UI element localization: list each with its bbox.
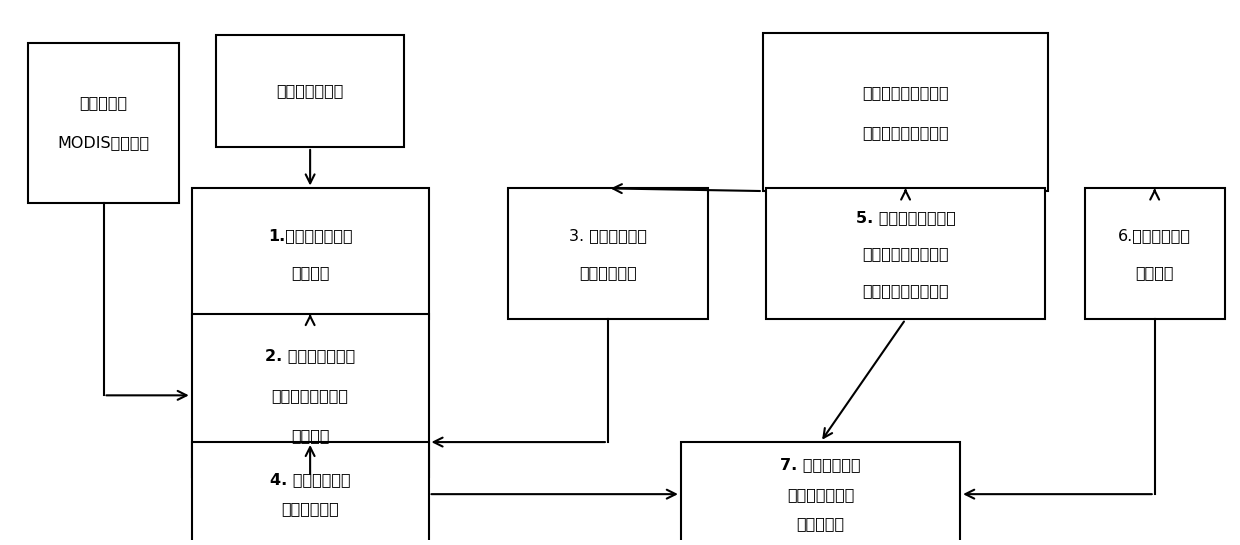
Text: 溶胶参数: 溶胶参数 xyxy=(291,428,330,443)
Text: 5. 二流近似方法求解: 5. 二流近似方法求解 xyxy=(856,210,956,225)
Text: 方法仿真地球背: 方法仿真地球背 xyxy=(787,487,854,501)
Text: 辐射传输方程，得到: 辐射传输方程，得到 xyxy=(862,246,949,261)
FancyBboxPatch shape xyxy=(1085,189,1225,319)
Text: 设置及观测几何关系: 设置及观测几何关系 xyxy=(862,125,949,140)
Text: 各类辐射的辐射矩阵: 各类辐射的辐射矩阵 xyxy=(862,283,949,298)
Text: 仿真场景的物理参数: 仿真场景的物理参数 xyxy=(862,84,949,100)
Text: 地表高程信息: 地表高程信息 xyxy=(579,265,636,280)
Text: 廓线参数: 廓线参数 xyxy=(291,265,330,280)
Text: 6.各像元的光谱: 6.各像元的光谱 xyxy=(1118,228,1192,243)
Text: 两个谱段的: 两个谱段的 xyxy=(79,95,128,111)
FancyBboxPatch shape xyxy=(766,189,1045,319)
FancyBboxPatch shape xyxy=(192,314,429,477)
Text: 中各像素单元的气: 中各像素单元的气 xyxy=(272,388,348,403)
FancyBboxPatch shape xyxy=(763,33,1048,191)
FancyBboxPatch shape xyxy=(507,189,708,319)
FancyBboxPatch shape xyxy=(216,35,404,147)
Text: 2. 查表法反演场景: 2. 查表法反演场景 xyxy=(265,348,355,363)
FancyBboxPatch shape xyxy=(192,442,429,545)
Text: 等效地表高度: 等效地表高度 xyxy=(281,501,339,516)
Text: 典型气溶胶模型: 典型气溶胶模型 xyxy=(277,83,343,99)
Text: 特性信息: 特性信息 xyxy=(1136,265,1174,280)
FancyBboxPatch shape xyxy=(27,43,180,203)
Text: MODIS实测图像: MODIS实测图像 xyxy=(57,136,150,150)
FancyBboxPatch shape xyxy=(681,442,960,545)
Text: 3. 各像元的真实: 3. 各像元的真实 xyxy=(569,228,647,243)
Text: 1.选定标准气溶胶: 1.选定标准气溶胶 xyxy=(268,228,352,243)
FancyBboxPatch shape xyxy=(192,189,429,319)
Text: 4. 计算消光系数: 4. 计算消光系数 xyxy=(270,472,351,487)
Text: 7. 辐射矩阵插值: 7. 辐射矩阵插值 xyxy=(780,457,861,473)
Text: 景辐射图像: 景辐射图像 xyxy=(796,516,844,531)
